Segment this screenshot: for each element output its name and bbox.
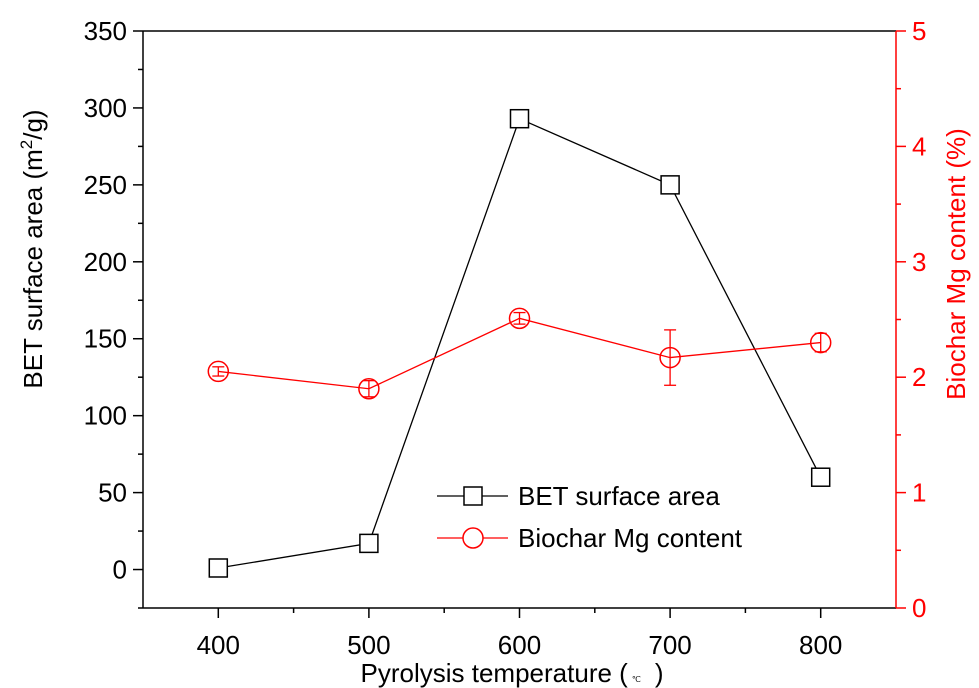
left-tick-label: 0 <box>113 555 127 585</box>
right-tick-label: 4 <box>912 131 926 161</box>
left-tick-label: 250 <box>84 170 127 200</box>
right-tick-label: 0 <box>912 593 926 623</box>
data-point-circle <box>358 377 380 400</box>
legend-entry: Biochar Mg content <box>437 523 743 553</box>
data-point-square <box>359 533 379 554</box>
x-tick-label: 700 <box>648 630 691 660</box>
data-point-circle <box>809 331 832 354</box>
x-axis: 400 500 600 700 800 <box>143 607 896 660</box>
right-axis-title: Biochar Mg content (%) <box>941 128 971 400</box>
legend-label: BET surface area <box>518 481 720 511</box>
legend-entry: BET surface area <box>437 481 720 511</box>
left-tick-label: 150 <box>84 324 127 354</box>
x-axis-title: Pyrolysis temperature (℃) <box>361 658 664 688</box>
legend-marker-square <box>463 486 483 506</box>
left-tick-label: 100 <box>84 401 127 431</box>
left-tick-label: 350 <box>84 16 127 46</box>
data-point-circle <box>508 307 531 330</box>
x-tick-label: 400 <box>197 630 240 660</box>
right-axis: 0 1 2 3 4 5 <box>895 16 926 623</box>
left-tick-label: 50 <box>98 478 127 508</box>
right-tick-label: 5 <box>912 16 926 46</box>
data-point-square <box>660 175 680 195</box>
x-axis-unit: ℃ <box>632 675 641 684</box>
data-point-square <box>208 558 229 578</box>
x-tick-label: 600 <box>498 630 541 660</box>
data-point-circle <box>207 360 230 383</box>
x-tick-label: 800 <box>799 630 842 660</box>
right-tick-label: 1 <box>912 478 926 508</box>
legend-marker-circle <box>462 527 484 549</box>
data-point-square <box>810 467 831 487</box>
right-tick-label: 3 <box>912 247 926 277</box>
left-tick-label: 300 <box>84 93 127 123</box>
right-tick-label: 2 <box>912 362 926 392</box>
series-layer <box>207 108 832 578</box>
x-tick-label: 500 <box>347 630 390 660</box>
data-point-circle <box>659 346 681 369</box>
data-point-square <box>509 108 530 129</box>
series-bet <box>208 108 831 578</box>
series-mg <box>207 307 832 400</box>
legend: BET surface area Biochar Mg content <box>437 481 743 553</box>
left-axis: 0 50 100 150 200 250 300 350 <box>84 16 144 609</box>
left-axis-title: BET surface area (m2/g) <box>17 109 48 388</box>
left-tick-label: 200 <box>84 247 127 277</box>
legend-label: Biochar Mg content <box>518 523 743 553</box>
